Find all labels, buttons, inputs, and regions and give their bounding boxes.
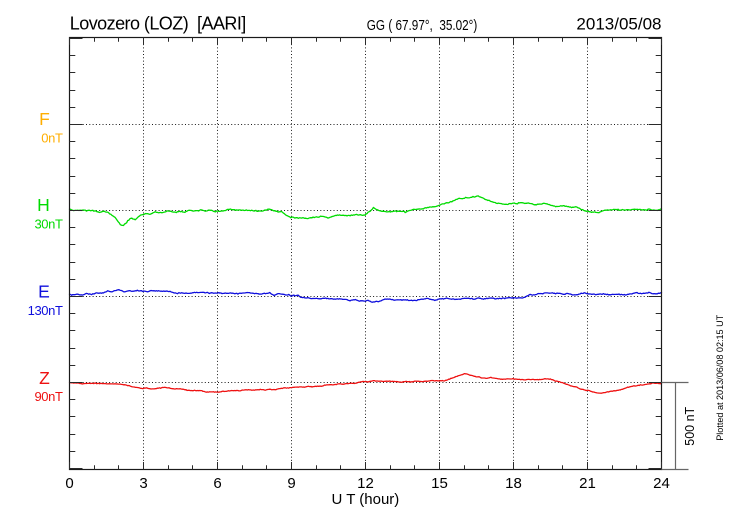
- svg-text:18: 18: [505, 475, 522, 492]
- svg-text:500 nT: 500 nT: [683, 406, 697, 445]
- svg-text:9: 9: [287, 475, 295, 492]
- svg-text:Plotted at 2013/06/08 02:15 UT: Plotted at 2013/06/08 02:15 UT: [715, 314, 725, 441]
- svg-text:H: H: [37, 195, 50, 215]
- svg-text:24: 24: [653, 475, 670, 492]
- svg-text:30nT: 30nT: [34, 217, 62, 232]
- svg-text:E: E: [38, 282, 50, 302]
- svg-text:F: F: [39, 109, 50, 129]
- svg-text:130nT: 130nT: [28, 303, 63, 318]
- svg-text:90nT: 90nT: [34, 389, 62, 404]
- svg-text:2013/05/08: 2013/05/08: [576, 14, 661, 33]
- svg-text:0: 0: [65, 475, 73, 492]
- svg-text:15: 15: [431, 475, 448, 492]
- svg-text:U T (hour): U T (hour): [331, 491, 399, 508]
- svg-text:3: 3: [139, 475, 147, 492]
- svg-text:GG ( 67.97°, 35.02°): GG ( 67.97°, 35.02°): [367, 18, 478, 34]
- svg-text:Z: Z: [39, 368, 50, 388]
- svg-text:21: 21: [579, 475, 596, 492]
- svg-text:0nT: 0nT: [41, 130, 63, 145]
- svg-text:6: 6: [213, 475, 221, 492]
- svg-text:Lovozero (LOZ) [AARI]: Lovozero (LOZ) [AARI]: [70, 14, 246, 34]
- svg-text:12: 12: [357, 475, 374, 492]
